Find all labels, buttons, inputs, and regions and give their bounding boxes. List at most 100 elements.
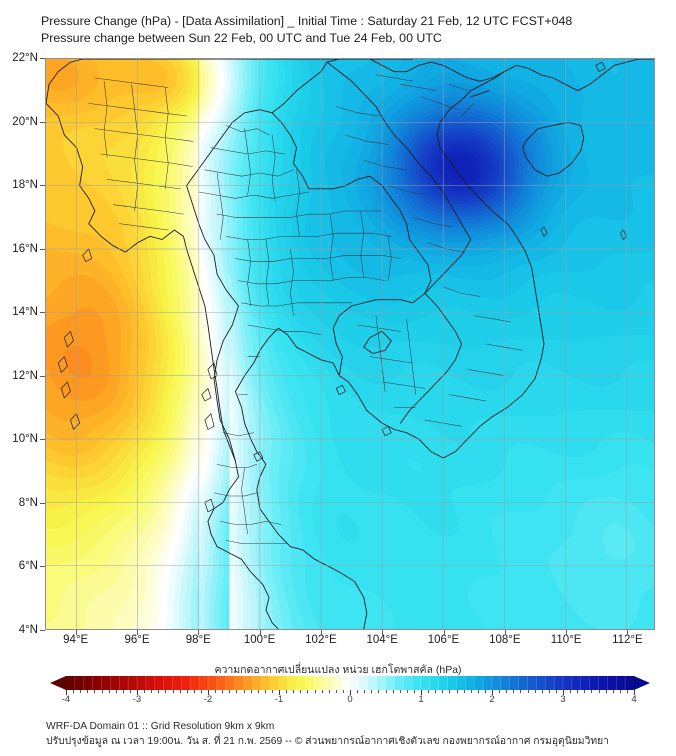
- y-axis-tick: [40, 566, 45, 568]
- colorbar-label: -4: [61, 694, 71, 705]
- colorbar-minor-tick: [87, 690, 89, 693]
- colorbar-minor-tick: [626, 690, 628, 693]
- colorbar-minor-tick: [534, 690, 536, 693]
- colorbar-minor-tick: [555, 690, 557, 693]
- x-axis-label: 112°E: [612, 634, 643, 646]
- colorbar-minor-tick: [456, 690, 458, 693]
- x-axis-label: 108°E: [489, 634, 521, 646]
- colorbar-minor-tick: [264, 690, 266, 693]
- y-axis-label: 8°N: [18, 496, 38, 509]
- colorbar-minor-tick: [158, 690, 160, 693]
- colorbar-minor-tick: [477, 690, 479, 693]
- x-axis-label: 94°E: [63, 634, 89, 646]
- y-axis-tick: [40, 121, 45, 123]
- colorbar-tick: [350, 690, 351, 695]
- colorbar-minor-tick: [527, 690, 529, 693]
- colorbar-minor-tick: [619, 690, 621, 693]
- x-axis-tick: [443, 630, 445, 635]
- colorbar-minor-tick: [328, 690, 330, 693]
- colorbar-label: 0: [347, 694, 353, 705]
- colorbar-minor-tick: [94, 690, 96, 693]
- y-axis-tick: [40, 58, 45, 59]
- x-axis-label: 96°E: [124, 634, 150, 646]
- colorbar-minor-tick: [435, 690, 437, 693]
- colorbar-minor-tick: [541, 690, 543, 693]
- y-axis-tick: [40, 185, 45, 187]
- y-axis-tick: [40, 375, 45, 377]
- colorbar-minor-tick: [413, 690, 415, 693]
- x-axis-tick: [320, 630, 322, 635]
- colorbar-minor-tick: [200, 690, 202, 693]
- colorbar-minor-tick: [300, 690, 302, 693]
- colorbar-minor-tick: [250, 690, 252, 693]
- colorbar-tick: [208, 690, 209, 695]
- x-axis-label: 106°E: [427, 634, 460, 646]
- y-axis-label: 22°N: [12, 52, 38, 64]
- colorbar-minor-tick: [243, 690, 245, 693]
- colorbar-minor-tick: [80, 690, 82, 693]
- x-axis-tick: [627, 630, 629, 635]
- y-axis-tick: [40, 502, 45, 504]
- colorbar-minor-tick: [73, 690, 75, 693]
- colorbar-label: 3: [560, 694, 566, 705]
- colorbar-minor-tick: [584, 690, 586, 693]
- colorbar-minor-tick: [257, 690, 259, 693]
- colorbar-minor-tick: [286, 690, 288, 693]
- colorbar-minor-tick: [293, 690, 295, 693]
- footer-model-info: WRF-DA Domain 01 :: Grid Resolution 9km …: [46, 721, 275, 732]
- y-axis-label: 6°N: [18, 560, 38, 573]
- graticule-overlay: [46, 59, 654, 629]
- colorbar-tick: [634, 690, 635, 695]
- y-axis-label: 10°N: [12, 433, 38, 446]
- x-axis-tick: [198, 630, 200, 635]
- colorbar-minor-tick: [222, 690, 224, 693]
- colorbar-minor-tick: [101, 690, 103, 693]
- y-axis-label: 4°N: [18, 624, 38, 636]
- colorbar-minor-tick: [605, 690, 607, 693]
- colorbar-minor-tick: [364, 690, 366, 693]
- colorbar-minor-tick: [335, 690, 337, 693]
- colorbar-label: -3: [132, 694, 142, 705]
- colorbar-minor-tick: [548, 690, 550, 693]
- footer: WRF-DA Domain 01 :: Grid Resolution 9km …: [46, 719, 656, 749]
- colorbar-tick: [421, 690, 422, 695]
- colorbar: -4 -3 -2 -1 0 1 2 3 4: [0, 675, 676, 715]
- pressure-change-field: [46, 59, 654, 629]
- colorbar-minor-tick: [314, 690, 316, 693]
- x-axis-label: 100°E: [243, 634, 276, 646]
- colorbar-minor-tick: [215, 690, 217, 693]
- colorbar-label: 2: [489, 694, 495, 705]
- page-subtitle: Pressure change between Sun 22 Feb, 00 U…: [41, 31, 442, 45]
- colorbar-minor-tick: [392, 690, 394, 693]
- colorbar-minor-tick: [165, 690, 167, 693]
- colorbar-minor-tick: [442, 690, 444, 693]
- colorbar-minor-tick: [122, 690, 124, 693]
- y-axis-tick: [40, 312, 45, 314]
- colorbar-minor-tick: [179, 690, 181, 693]
- y-axis-label: 18°N: [12, 179, 38, 192]
- footer-credit: ปรับปรุงข้อมูล ณ เวลา 19:00น. วัน ส. ที่…: [46, 736, 609, 747]
- colorbar-minor-tick: [577, 690, 579, 693]
- colorbar-label: 4: [631, 694, 637, 705]
- x-axis-tick: [382, 630, 384, 635]
- x-axis-label: 104°E: [366, 634, 398, 646]
- colorbar-minor-tick: [406, 690, 408, 693]
- colorbar-label: 1: [418, 694, 424, 705]
- colorbar-minor-tick: [307, 690, 309, 693]
- colorbar-minor-tick: [506, 690, 508, 693]
- page-title: Pressure Change (hPa) - [Data Assimilati…: [41, 14, 573, 28]
- colorbar-minor-tick: [151, 690, 153, 693]
- colorbar-minor-tick: [385, 690, 387, 693]
- colorbar-minor-tick: [470, 690, 472, 693]
- colorbar-minor-tick: [236, 690, 238, 693]
- colorbar-minor-tick: [321, 690, 323, 693]
- colorbar-tick: [279, 690, 280, 695]
- y-axis-label: 20°N: [12, 115, 38, 128]
- colorbar-minor-tick: [449, 690, 451, 693]
- colorbar-minor-tick: [357, 690, 359, 693]
- colorbar-minor-tick: [428, 690, 430, 693]
- map-plot-area: [45, 58, 655, 630]
- colorbar-minor-tick: [186, 690, 188, 693]
- colorbar-label: -1: [274, 694, 284, 705]
- colorbar-minor-tick: [115, 690, 117, 693]
